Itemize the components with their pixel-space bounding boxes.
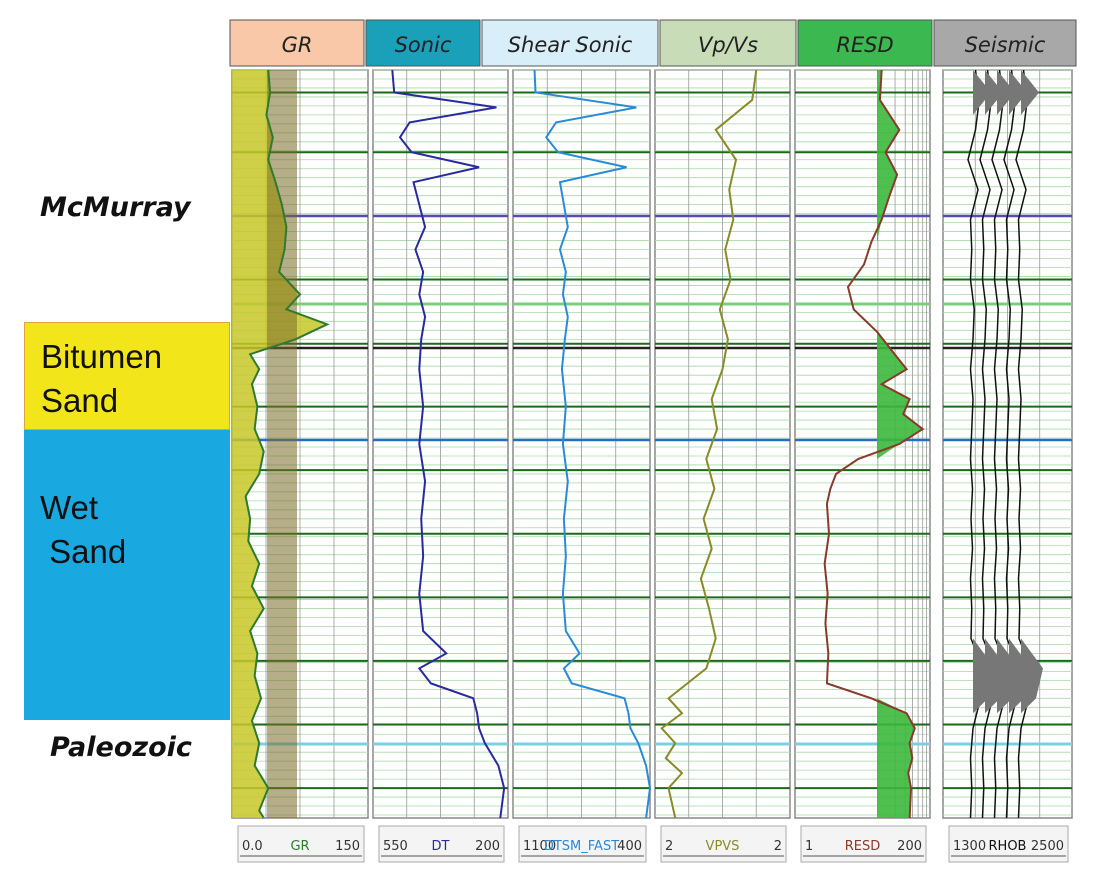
track-header-shear-sonic: Shear Sonic bbox=[481, 19, 659, 67]
zone-box-wet-sand: Wet Sand bbox=[24, 430, 230, 720]
zone-label-paleozoic: Paleozoic bbox=[50, 732, 192, 763]
zone-label-wet-line2: Sand bbox=[40, 533, 127, 570]
scale-max-label: 2 bbox=[774, 839, 782, 854]
scale-max-label: 200 bbox=[897, 839, 922, 854]
curve-vp-vs bbox=[660, 69, 758, 819]
zone-label-bitumen-line1: Bitumen bbox=[41, 338, 163, 375]
track-header-box bbox=[933, 19, 1077, 67]
track-header-vp-vs: Vp/Vs bbox=[659, 19, 797, 67]
seismic-peak-fill bbox=[1009, 638, 1031, 714]
scale-bar-seismic: 1300 2500 RHOB bbox=[948, 825, 1069, 863]
scale-max-label: 150 bbox=[335, 839, 360, 854]
scale-mnemonic-label: RHOB bbox=[989, 839, 1027, 854]
scale-min-label: 1 bbox=[805, 839, 813, 854]
scale-bar-resd: 1 200 RESD bbox=[800, 825, 927, 863]
scale-mnemonic-label: VPVS bbox=[706, 839, 740, 854]
zone-box-bitumen-sand: Bitumen Sand bbox=[24, 322, 230, 430]
seismic-peak-fill bbox=[997, 638, 1019, 714]
scale-bar-sonic: 550 200 DT bbox=[378, 825, 505, 863]
seismic-peak-fill bbox=[997, 70, 1015, 115]
seismic-peak-fill bbox=[985, 70, 1003, 115]
seismic-peak-fill bbox=[973, 70, 991, 115]
track-header-box bbox=[659, 19, 797, 67]
gr-sand-fill bbox=[232, 70, 328, 818]
scale-min-label: 2 bbox=[665, 839, 673, 854]
zone-label-wet-line1: Wet bbox=[40, 489, 99, 526]
track-header-label: Vp/Vs bbox=[698, 33, 758, 57]
zone-label-bitumen-line2: Sand bbox=[41, 382, 119, 419]
scale-mnemonic-label: RESD bbox=[845, 839, 881, 854]
scale-min-label: 1100 bbox=[523, 839, 556, 854]
scale-bar-gr: 0.0 150 GR bbox=[237, 825, 365, 863]
resd-fill bbox=[877, 70, 923, 818]
scale-max-label: 200 bbox=[475, 839, 500, 854]
scale-max-label: 2500 bbox=[1031, 839, 1064, 854]
scale-mnemonic-label: GR bbox=[290, 839, 309, 854]
track-header-box bbox=[365, 19, 481, 67]
track-header-label: GR bbox=[282, 33, 313, 57]
seismic-peak-fill bbox=[1021, 70, 1039, 115]
track-header-box bbox=[481, 19, 659, 67]
seismic-peak-fill bbox=[985, 638, 1007, 714]
scale-bar-vp-vs: 2 2 VPVS bbox=[660, 825, 787, 863]
scale-mnemonic-label: DT bbox=[432, 839, 450, 854]
scale-min-label: 1300 bbox=[953, 839, 986, 854]
track-header-resd: RESD bbox=[797, 19, 933, 67]
seismic-peak-fill bbox=[1009, 70, 1027, 115]
gr-shale-fill bbox=[267, 70, 297, 818]
scale-mnemonic-label: DTSM_FAST bbox=[544, 839, 619, 854]
track-header-seismic: Seismic bbox=[933, 19, 1077, 67]
track-header-label: Shear Sonic bbox=[508, 33, 633, 57]
track-frame-resd bbox=[794, 69, 931, 819]
scale-min-label: 550 bbox=[383, 839, 408, 854]
track-header-gr: GR bbox=[229, 19, 365, 67]
seismic-peak-fill bbox=[973, 638, 995, 714]
scale-max-label: 400 bbox=[617, 839, 642, 854]
zone-label-mcmurray: McMurray bbox=[40, 192, 191, 223]
curve-resd bbox=[823, 69, 925, 819]
curve-gr bbox=[244, 69, 330, 819]
track-header-box bbox=[797, 19, 933, 67]
scale-min-label: 0.0 bbox=[242, 839, 263, 854]
curve-sonic bbox=[391, 69, 506, 819]
track-header-label: RESD bbox=[836, 33, 893, 57]
track-header-label: Sonic bbox=[395, 33, 452, 57]
track-header-label: Seismic bbox=[965, 33, 1046, 57]
curve-shear-sonic bbox=[533, 69, 652, 819]
track-header-sonic: Sonic bbox=[365, 19, 481, 67]
seismic-peak-fill bbox=[1021, 638, 1043, 714]
track-header-box bbox=[229, 19, 365, 67]
